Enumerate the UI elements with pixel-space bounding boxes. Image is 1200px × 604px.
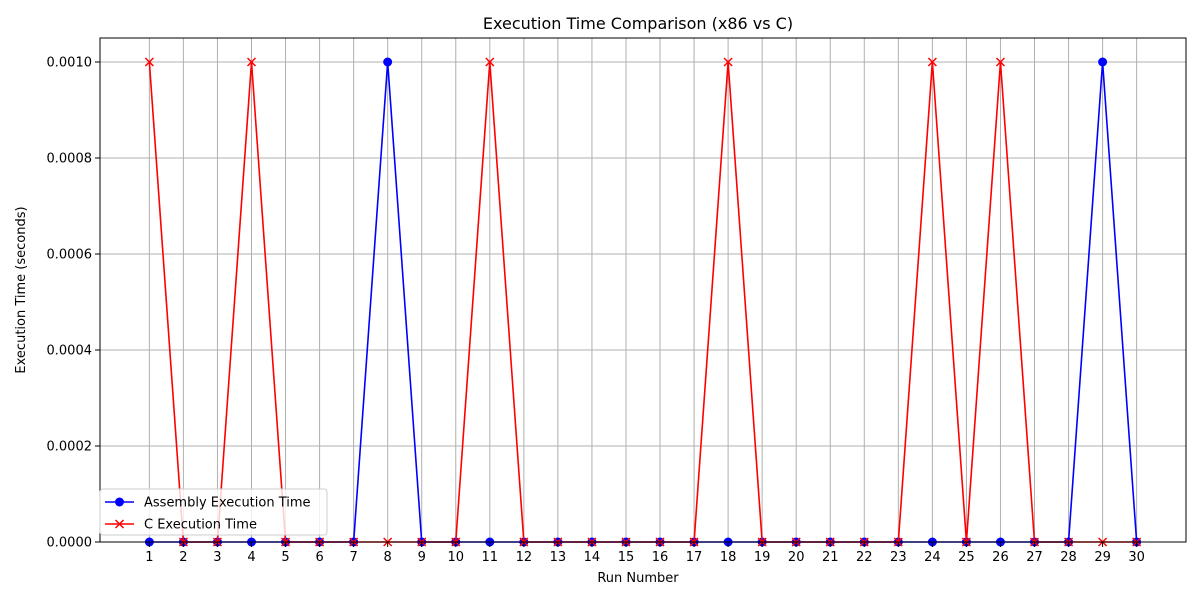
marker-stroke [114, 519, 125, 529]
x-axis-label: Run Number [597, 571, 679, 586]
legend-box [99, 488, 328, 536]
x-tick-label: 20 [788, 550, 805, 565]
plot-frame [99, 37, 1187, 543]
x-tick-label: 13 [550, 550, 567, 565]
marker-stroke [485, 57, 495, 67]
x-tick-label: 28 [1060, 550, 1077, 565]
y-tick-label: 0.0008 [47, 152, 93, 167]
x-tick-label: 3 [213, 550, 221, 565]
x-tick-label: 11 [482, 550, 499, 565]
x-tick-label: 4 [247, 550, 255, 565]
legend-marker [114, 519, 125, 529]
y-tick-label: 0.0002 [47, 440, 93, 455]
y-tick-label: 0.0004 [47, 344, 93, 359]
legend-marker [115, 497, 124, 507]
x-tick-label: 19 [754, 550, 771, 565]
x-tick-label: 14 [584, 550, 601, 565]
x-tick-label: 8 [384, 550, 392, 565]
x-tick-label: 2 [179, 550, 187, 565]
y-tick-label: 0.0000 [47, 536, 93, 551]
grid-lines [100, 38, 1186, 543]
data-point [144, 57, 154, 67]
x-tick-label: 1 [145, 550, 153, 565]
marker-stroke [246, 57, 257, 67]
x-tick-label: 29 [1094, 550, 1111, 565]
x-tick-label: 24 [924, 550, 941, 565]
x-tick-label: 7 [349, 550, 357, 565]
legend-label: Assembly Execution Time [144, 496, 311, 511]
x-tick-label: 17 [686, 550, 703, 565]
y-axis-label: Execution Time (seconds) [14, 206, 29, 373]
x-tick-label: 26 [992, 550, 1009, 565]
marker-stroke [723, 57, 733, 67]
x-tick-label: 16 [652, 550, 669, 565]
x-tick-label: 23 [890, 550, 907, 565]
marker-stroke [927, 57, 937, 67]
legend-label: C Execution Time [144, 518, 257, 533]
x-tick-label: 15 [618, 550, 635, 565]
x-tick-label: 25 [958, 550, 975, 565]
x-tick-label: 10 [447, 550, 464, 565]
x-tick-label: 21 [822, 550, 839, 565]
chart-title: Execution Time Comparison (x86 vs C) [483, 14, 793, 33]
marker-stroke [995, 57, 1005, 67]
legend: Assembly Execution Time C Execution Time [99, 488, 328, 536]
legend-item: C Execution Time [105, 518, 257, 533]
data-point [723, 57, 733, 67]
y-tick-label: 0.0010 [47, 56, 93, 71]
axis-ticks: 1 2 3 4 5 6 7 8 9 10 11 12 13 14 15 16 17 18 19 20 21 22 23 24 2… [47, 56, 1145, 566]
x-tick-label: 12 [516, 550, 533, 565]
x-tick-label: 6 [315, 550, 323, 565]
x-tick-label: 18 [720, 550, 737, 565]
data-point [383, 57, 393, 67]
data-point [485, 57, 495, 67]
x-tick-label: 5 [281, 550, 289, 565]
marker-stroke [144, 57, 154, 67]
legend-item: Assembly Execution Time [105, 496, 311, 511]
data-point [995, 57, 1005, 67]
data-point [246, 57, 257, 67]
data-point [1098, 57, 1108, 67]
x-tick-label: 9 [418, 550, 426, 565]
y-tick-label: 0.0006 [47, 248, 93, 263]
x-tick-label: 27 [1026, 550, 1043, 565]
x-tick-label: 30 [1128, 550, 1145, 565]
x-tick-label: 22 [856, 550, 873, 565]
data-point [927, 57, 937, 67]
